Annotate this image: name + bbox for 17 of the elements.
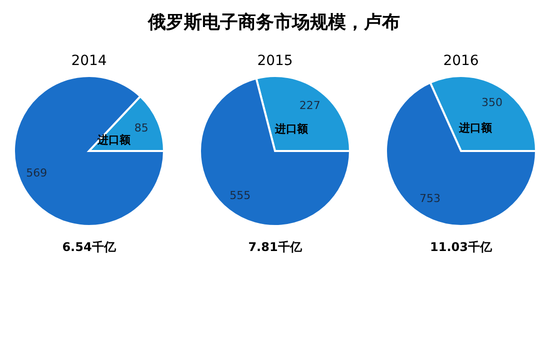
text: 6.54千亿 bbox=[62, 240, 117, 254]
slice-label: 进口额 bbox=[274, 122, 310, 136]
data-label: 555 bbox=[230, 189, 251, 202]
pie-slice bbox=[13, 75, 165, 227]
text: 7.81千亿 bbox=[248, 240, 303, 254]
data-label: 569 bbox=[26, 166, 48, 180]
slice-label: 进口额 bbox=[458, 121, 494, 134]
chart-title: 2016 bbox=[443, 53, 479, 69]
data-label: 85 bbox=[134, 121, 148, 134]
chart-title: 2014 bbox=[71, 53, 107, 69]
text: 俄罗斯电子商务市场规模，卢布 bbox=[147, 12, 400, 33]
chart-title: 2015 bbox=[257, 53, 293, 69]
text: 11.03千亿 bbox=[430, 240, 493, 254]
data-label: 227 bbox=[299, 98, 320, 112]
pie-slice bbox=[199, 77, 351, 227]
data-label: 753 bbox=[420, 192, 441, 205]
data-label: 350 bbox=[481, 96, 502, 110]
